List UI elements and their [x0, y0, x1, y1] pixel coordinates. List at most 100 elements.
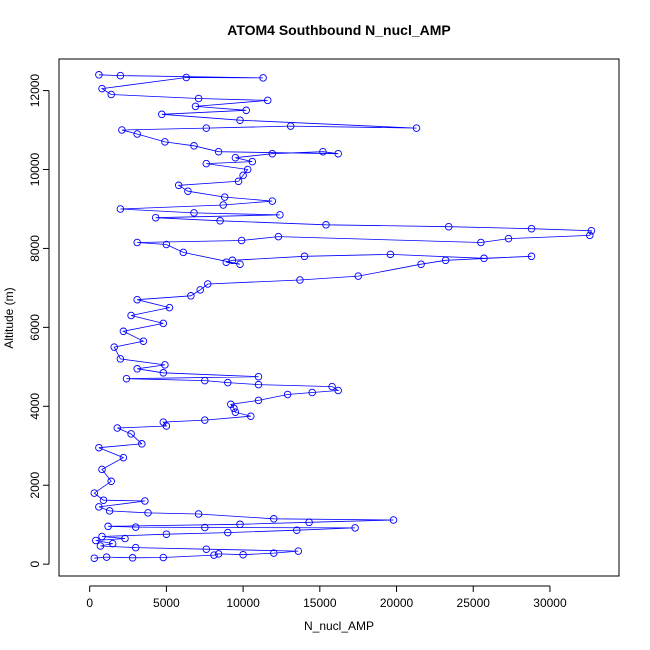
data-point — [90, 489, 99, 497]
data-point — [133, 238, 141, 247]
data-point — [119, 327, 128, 336]
x-tick-label: 20000 — [380, 596, 414, 610]
y-tick-label: 12000 — [28, 74, 42, 108]
data-point — [95, 503, 103, 511]
data-point — [214, 550, 223, 558]
x-axis-label: N_nucl_AMP — [304, 619, 374, 633]
data-point — [95, 71, 103, 79]
data-point — [216, 217, 224, 225]
data-point — [236, 520, 244, 529]
data-point — [202, 124, 211, 132]
data-point — [158, 110, 166, 119]
data-point — [159, 418, 168, 426]
data-point — [283, 390, 292, 399]
data-point — [194, 510, 203, 518]
data-point — [92, 536, 100, 545]
data-point — [586, 231, 594, 240]
data-point — [214, 147, 223, 156]
y-tick-label: 10000 — [28, 152, 42, 186]
y-tick-label: 8000 — [28, 235, 42, 262]
y-tick-label: 2000 — [28, 472, 42, 499]
data-point — [293, 526, 301, 534]
data-point — [254, 372, 263, 381]
data-point — [90, 554, 99, 562]
series-points — [90, 71, 596, 562]
data-point — [220, 193, 229, 201]
data-point — [144, 509, 152, 517]
data-point — [118, 126, 126, 134]
data-point — [119, 453, 128, 462]
data-point — [127, 430, 135, 438]
data-point — [504, 234, 513, 243]
data-point — [237, 236, 246, 245]
data-point — [151, 213, 160, 222]
data-point — [296, 276, 304, 284]
data-point — [412, 124, 421, 132]
data-point — [107, 90, 115, 99]
series-line — [93, 74, 592, 559]
data-point — [133, 130, 141, 138]
data-point — [219, 201, 227, 209]
data-point — [141, 497, 149, 505]
data-point — [161, 361, 169, 369]
x-axis: 0 5000 10000 15000 20000 25000 30000 — [86, 585, 567, 610]
data-point — [162, 530, 171, 538]
data-point — [236, 116, 244, 124]
data-point — [276, 211, 284, 219]
data-point — [161, 138, 169, 146]
data-point — [128, 554, 137, 562]
data-point — [527, 224, 536, 233]
data-point — [201, 523, 209, 532]
data-point — [138, 440, 146, 448]
data-point — [334, 386, 342, 395]
y-tick-label: 0 — [28, 561, 42, 568]
x-tick-label: 15000 — [303, 596, 337, 610]
data-point — [239, 550, 247, 559]
x-tick-label: 25000 — [457, 596, 491, 610]
data-point — [294, 547, 303, 555]
data-point — [121, 534, 129, 543]
data-point — [187, 292, 195, 300]
data-point — [242, 106, 250, 115]
data-point — [224, 378, 232, 387]
data-point — [201, 376, 209, 385]
data-point — [444, 222, 453, 231]
data-point — [441, 256, 450, 265]
data-point — [322, 221, 330, 229]
data-point — [222, 258, 230, 266]
data-point — [194, 94, 203, 103]
data-point — [96, 542, 105, 550]
data-point — [259, 74, 267, 82]
data-point — [386, 250, 395, 259]
data-point — [248, 157, 257, 166]
data-point — [159, 553, 168, 562]
data-point — [239, 171, 247, 180]
data-point — [389, 516, 398, 524]
data-point — [98, 84, 106, 93]
data-point — [480, 254, 488, 263]
data-point — [224, 528, 232, 537]
data-point — [116, 205, 125, 213]
data-point — [587, 226, 596, 235]
data-point — [159, 319, 168, 328]
x-tick-label: 0 — [86, 596, 93, 610]
data-point — [286, 122, 295, 130]
data-point — [334, 149, 342, 158]
data-point — [328, 382, 336, 391]
data-point — [98, 465, 106, 474]
data-point — [116, 355, 125, 363]
data-point — [190, 142, 198, 150]
data-point — [131, 543, 140, 552]
data-point — [202, 545, 211, 553]
data-point — [263, 96, 272, 105]
data-point — [179, 248, 188, 257]
data-point — [139, 337, 148, 345]
data-point — [127, 311, 135, 320]
data-point — [254, 380, 263, 389]
data-point — [113, 424, 122, 432]
data-point — [159, 369, 168, 377]
data-point — [165, 303, 174, 312]
y-tick-label: 4000 — [28, 393, 42, 420]
data-point — [196, 286, 204, 294]
